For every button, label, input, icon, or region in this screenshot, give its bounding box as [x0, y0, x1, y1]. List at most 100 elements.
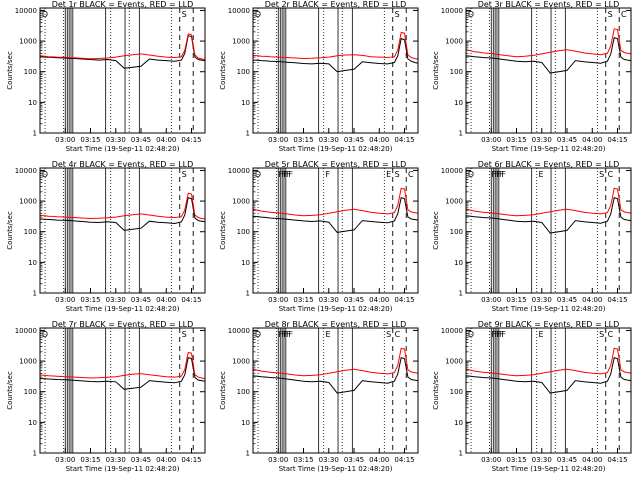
event-marker-label: S — [599, 170, 604, 179]
x-tick-label: 04:15 — [394, 456, 414, 464]
lld-series-line — [252, 347, 419, 377]
event-marker-label: F — [278, 330, 283, 339]
panel-2: 1 10 100 1000 10000 03:00 03:15 03:30 03:45 04:00… — [219, 0, 419, 153]
y-tick-label: 100 — [450, 228, 463, 236]
x-tick-label: 04:00 — [369, 296, 389, 304]
event-marker-label: C — [395, 330, 401, 339]
y-tick-label: 1000 — [19, 358, 37, 366]
x-tick-label: 03:30 — [106, 136, 126, 144]
lld-series-line — [39, 351, 206, 379]
lld-series-line — [465, 347, 632, 377]
x-tick-label: 03:15 — [506, 456, 526, 464]
event-marker-label: S — [395, 10, 400, 19]
event-marker-label: F — [494, 330, 499, 339]
panel-title: Det 7r BLACK = Events, RED = LLD — [52, 320, 194, 329]
lld-series-line — [465, 28, 632, 58]
event-marker-label: F — [497, 170, 502, 179]
events-series-line — [465, 196, 632, 234]
x-axis-label: Start Time (19-Sep-11 02:48:20) — [279, 145, 393, 153]
event-marker-label: E — [326, 330, 331, 339]
x-tick-label: 04:00 — [582, 296, 602, 304]
event-marker-label: F — [326, 170, 331, 179]
x-tick-label: 03:00 — [268, 296, 288, 304]
x-axis-label: Start Time (19-Sep-11 02:48:20) — [492, 305, 606, 313]
y-axis-label: Counts/sec — [6, 51, 14, 90]
x-tick-label: 04:15 — [181, 456, 201, 464]
x-tick-label: 04:00 — [582, 456, 602, 464]
event-marker-label: F — [278, 170, 283, 179]
event-marker-label: F — [286, 330, 291, 339]
x-tick-label: 04:15 — [394, 136, 414, 144]
event-marker-label: C — [608, 330, 614, 339]
panel-4: 1 10 100 1000 10000 03:00 03:15 03:30 03:45 04:00… — [6, 160, 206, 313]
event-marker-label: F — [281, 170, 286, 179]
panel-title: Det 2r BLACK = Events, RED = LLD — [265, 0, 407, 9]
y-axis-label: Counts/sec — [432, 371, 440, 410]
panel-5: 1 10 100 1000 10000 03:00 03:15 03:30 03:45 04:00… — [219, 160, 419, 313]
y-tick-label: 10000 — [441, 167, 463, 175]
panel-title: Det 1r BLACK = Events, RED = LLD — [52, 0, 194, 9]
x-tick-label: 03:00 — [55, 456, 75, 464]
plot-frame — [39, 7, 206, 134]
y-tick-label: 1000 — [445, 38, 463, 46]
events-series-line — [465, 356, 632, 394]
y-tick-label: 10000 — [228, 327, 250, 335]
x-tick-label: 03:15 — [506, 296, 526, 304]
y-tick-label: 10 — [241, 419, 250, 427]
event-marker-label: S — [182, 330, 187, 339]
x-tick-label: 03:45 — [131, 136, 151, 144]
panel-title: Det 3r BLACK = Events, RED = LLD — [478, 0, 620, 9]
y-axis-label: Counts/sec — [6, 371, 14, 410]
event-marker-label: F — [499, 330, 504, 339]
x-tick-label: 03:30 — [319, 456, 339, 464]
y-tick-label: 1 — [459, 290, 463, 298]
x-tick-label: 03:00 — [268, 456, 288, 464]
x-tick-label: 03:15 — [80, 136, 100, 144]
y-axis-label: Counts/sec — [219, 51, 227, 90]
event-marker-label: S — [599, 330, 604, 339]
y-tick-label: 10000 — [15, 327, 37, 335]
panel-6: 1 10 100 1000 10000 03:00 03:15 03:30 03:45 04:00… — [432, 160, 632, 313]
lld-series-line — [465, 187, 632, 217]
x-tick-label: 03:15 — [80, 456, 100, 464]
y-tick-label: 100 — [237, 68, 250, 76]
event-marker-label: E — [539, 330, 544, 339]
event-marker-label: D — [42, 170, 48, 179]
x-tick-label: 03:45 — [131, 456, 151, 464]
plot-frame — [252, 7, 419, 134]
event-marker-label: F — [288, 170, 293, 179]
y-tick-label: 1000 — [232, 198, 250, 206]
y-tick-label: 100 — [450, 68, 463, 76]
y-tick-label: 10 — [28, 419, 37, 427]
event-marker-label: D — [255, 170, 261, 179]
x-tick-label: 03:45 — [557, 136, 577, 144]
event-marker-label: S — [182, 170, 187, 179]
y-tick-label: 100 — [24, 68, 37, 76]
x-axis-label: Start Time (19-Sep-11 02:48:20) — [492, 145, 606, 153]
y-tick-label: 100 — [24, 228, 37, 236]
x-tick-label: 03:45 — [131, 296, 151, 304]
y-tick-label: 10000 — [228, 167, 250, 175]
panel-title: Det 5r BLACK = Events, RED = LLD — [265, 160, 407, 169]
y-tick-label: 1 — [246, 130, 250, 138]
event-marker-label: F — [281, 330, 286, 339]
event-marker-label: D — [255, 330, 261, 339]
y-tick-label: 10 — [454, 99, 463, 107]
y-tick-label: 10000 — [441, 7, 463, 15]
x-tick-label: 03:30 — [106, 296, 126, 304]
events-series-line — [39, 196, 206, 231]
x-tick-label: 04:00 — [156, 296, 176, 304]
x-tick-label: 03:45 — [557, 296, 577, 304]
event-marker-label: C — [408, 170, 414, 179]
x-tick-label: 04:15 — [394, 296, 414, 304]
x-tick-label: 04:00 — [369, 456, 389, 464]
event-marker-label: D — [42, 330, 48, 339]
y-tick-label: 10 — [28, 99, 37, 107]
event-marker-label: E — [386, 170, 391, 179]
event-marker-label: D — [468, 330, 474, 339]
y-axis-label: Counts/sec — [219, 211, 227, 250]
y-tick-label: 100 — [237, 228, 250, 236]
event-marker-label: S — [386, 330, 391, 339]
panel-1: 1 10 100 1000 10000 03:00 03:15 03:30 03:45 04:00… — [6, 0, 206, 153]
panel-9: 1 10 100 1000 10000 03:00 03:15 03:30 03:45 04:00… — [432, 320, 632, 473]
